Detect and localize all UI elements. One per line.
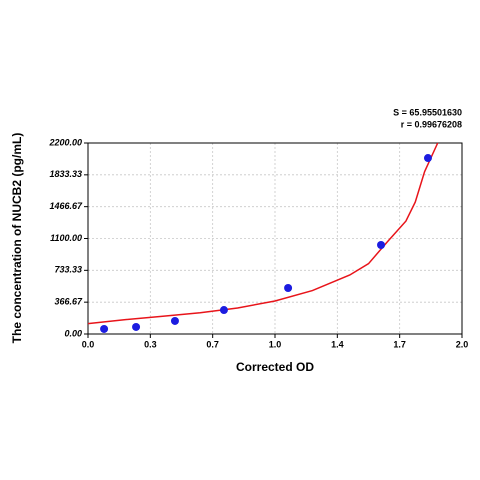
x-tick-label: 1.0: [269, 339, 282, 349]
x-tick-label: 0.3: [144, 339, 157, 349]
annotation: r = 0.99676208: [401, 119, 462, 129]
x-axis-label: Corrected OD: [236, 360, 314, 374]
data-point: [170, 316, 179, 325]
data-point: [132, 322, 141, 331]
y-tick-label: 733.33: [54, 265, 82, 275]
y-tick-label: 1466.67: [49, 201, 83, 211]
y-tick-label: 1833.33: [49, 169, 82, 179]
x-tick-label: 0.0: [82, 339, 95, 349]
x-tick-label: 2.0: [456, 339, 469, 349]
data-point: [100, 324, 109, 333]
data-point: [284, 283, 293, 292]
y-tick-label: 366.67: [54, 297, 83, 307]
y-tick-label: 0.00: [64, 328, 82, 338]
data-point: [377, 241, 386, 250]
data-point: [219, 306, 228, 315]
y-axis-label: The concentration of NUCB2 (pg/mL): [10, 133, 24, 344]
fit-curve: [87, 142, 439, 325]
x-tick-label: 1.7: [393, 339, 406, 349]
x-tick-label: 1.4: [331, 339, 344, 349]
y-tick-label: 2200.00: [48, 137, 82, 147]
x-tick-label: 0.7: [206, 339, 219, 349]
y-tick-label: 1100.00: [50, 233, 82, 243]
plot-frame: [87, 142, 463, 335]
data-point: [423, 154, 432, 163]
annotation: S = 65.95501630: [393, 107, 462, 117]
